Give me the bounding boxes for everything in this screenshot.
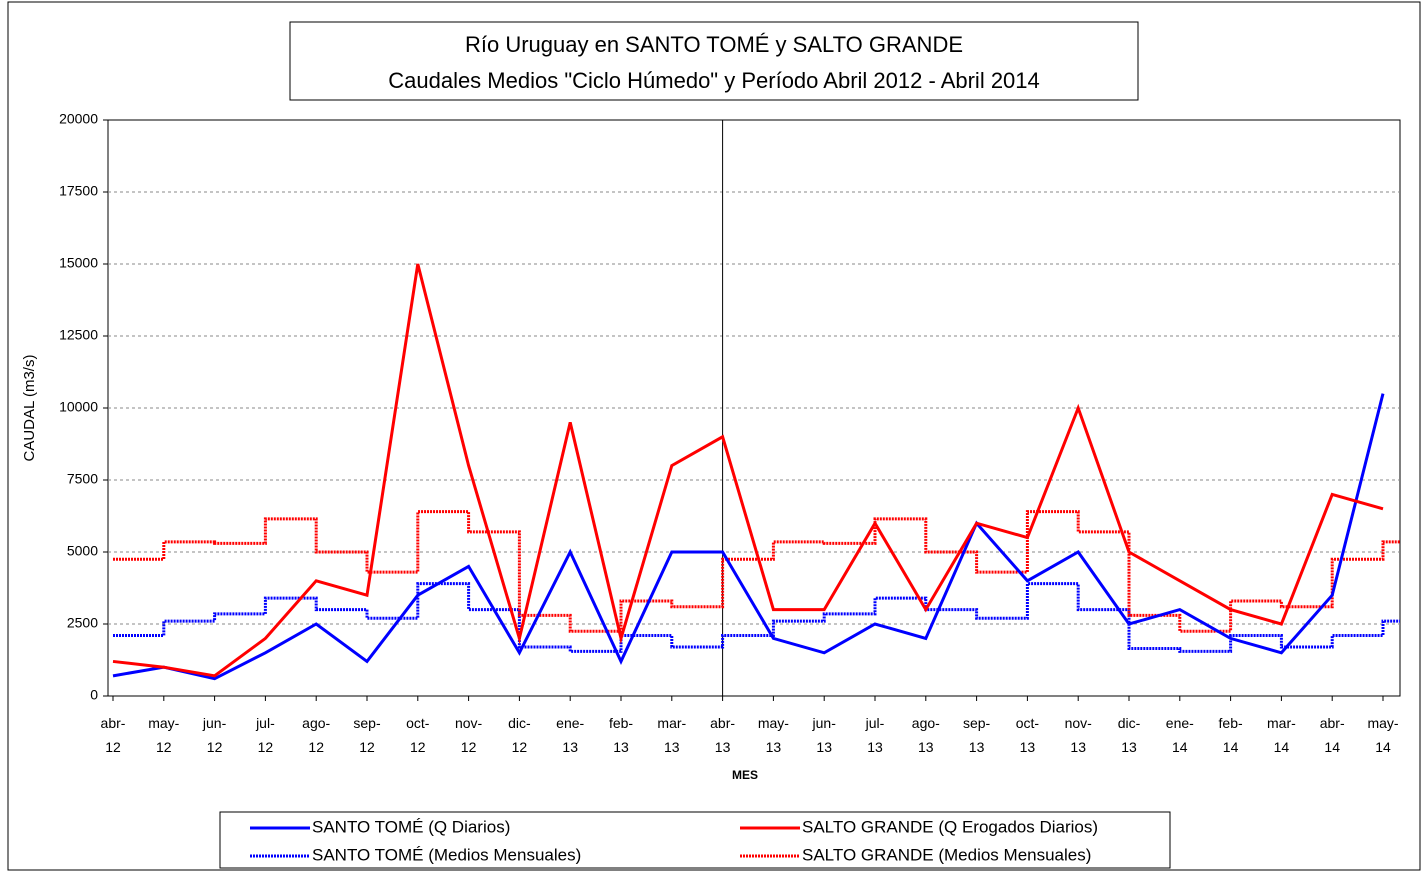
x-tick-label: feb-14 bbox=[1219, 715, 1243, 755]
x-tick-label: ago-12 bbox=[302, 715, 330, 755]
x-tick-label: sep-12 bbox=[353, 715, 381, 755]
series-line bbox=[113, 510, 1400, 633]
y-tick-label: 5000 bbox=[67, 543, 98, 559]
series-line bbox=[112, 263, 1384, 678]
x-tick-label: mar-14 bbox=[1267, 715, 1296, 755]
legend-label: SANTO TOMÉ (Q Diarios) bbox=[312, 817, 510, 836]
x-tick-label: jul-13 bbox=[865, 715, 885, 755]
x-tick-label: feb-13 bbox=[609, 715, 633, 755]
y-tick-label: 2500 bbox=[67, 615, 98, 631]
legend-label: SALTO GRANDE (Q Erogados Diarios) bbox=[802, 817, 1098, 836]
x-tick-label: ene-14 bbox=[1166, 715, 1194, 755]
x-axis-label: MES bbox=[732, 768, 758, 782]
y-tick-label: 10000 bbox=[59, 399, 98, 415]
x-tick-label: jul-12 bbox=[255, 715, 275, 755]
x-tick-label: dic-13 bbox=[1118, 715, 1141, 755]
y-tick-label: 20000 bbox=[59, 111, 98, 127]
x-tick-label: jun-12 bbox=[202, 715, 227, 755]
x-tick-label: oct-12 bbox=[406, 715, 430, 755]
series-line bbox=[113, 582, 1400, 653]
x-tick-label: may-13 bbox=[758, 715, 789, 755]
x-tick-label: nov-12 bbox=[455, 715, 483, 755]
x-tick-label: abr-14 bbox=[1320, 715, 1345, 755]
series-line bbox=[112, 393, 1385, 681]
x-tick-label: may-12 bbox=[148, 715, 179, 755]
y-tick-label: 17500 bbox=[59, 183, 98, 199]
x-tick-label: sep-13 bbox=[963, 715, 991, 755]
x-tick-label: abr-13 bbox=[710, 715, 735, 755]
y-tick-label: 7500 bbox=[67, 471, 98, 487]
legend-label: SALTO GRANDE (Medios Mensuales) bbox=[802, 845, 1091, 864]
chart-subtitle: Caudales Medios "Ciclo Húmedo" y Período… bbox=[388, 68, 1040, 93]
legend-label: SANTO TOMÉ (Medios Mensuales) bbox=[312, 845, 581, 864]
x-tick-label: oct-13 bbox=[1016, 715, 1040, 755]
x-tick-label: dic-12 bbox=[508, 715, 531, 755]
y-tick-label: 12500 bbox=[59, 327, 98, 343]
x-tick-label: mar-13 bbox=[657, 715, 686, 755]
y-tick-label: 0 bbox=[90, 687, 98, 703]
x-tick-label: jun-13 bbox=[812, 715, 837, 755]
x-tick-label: ago-13 bbox=[912, 715, 940, 755]
x-tick-label: may-14 bbox=[1367, 715, 1398, 755]
x-tick-label: nov-13 bbox=[1065, 715, 1093, 755]
legend bbox=[219, 811, 1171, 869]
title-box bbox=[289, 21, 1139, 101]
chart-title: Río Uruguay en SANTO TOMÉ y SALTO GRANDE bbox=[465, 32, 963, 57]
y-axis-label: CAUDAL (m3/s) bbox=[21, 355, 38, 462]
x-tick-label: ene-13 bbox=[556, 715, 584, 755]
x-tick-label: abr-12 bbox=[101, 715, 126, 755]
y-tick-label: 15000 bbox=[59, 255, 98, 271]
